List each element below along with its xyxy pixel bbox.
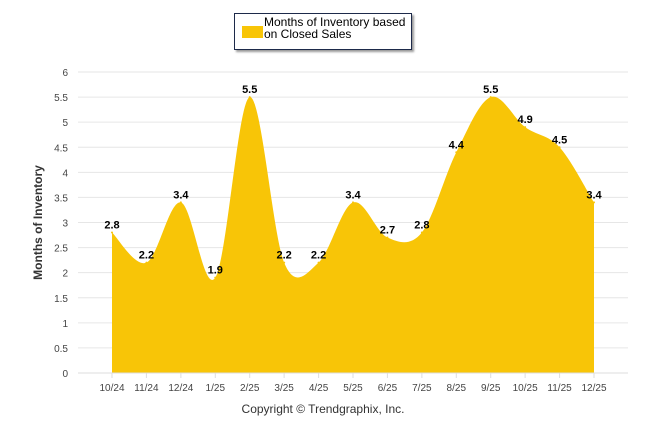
data-point [145,261,148,264]
data-label: 1.9 [208,265,223,277]
data-label: 3.4 [173,189,189,201]
data-label: 2.2 [276,250,291,262]
y-tick-label: 0.5 [54,344,68,355]
data-label: 2.8 [104,220,119,232]
data-label: 3.4 [586,189,602,201]
x-tick-label: 11/24 [134,383,159,394]
x-tick-label: 10/25 [513,383,538,394]
x-tick-label: 3/25 [274,383,294,394]
x-tick-label: 1/25 [206,383,226,394]
data-point [455,151,458,154]
data-label: 2.2 [139,250,154,262]
y-tick-label: 1 [62,319,68,330]
data-label: 5.5 [242,84,257,96]
x-tick-label: 10/24 [99,383,124,394]
data-point [179,201,182,204]
y-axis-title: Months of Inventory [31,165,45,280]
x-tick-label: 5/25 [343,383,363,394]
y-tick-label: 6 [62,68,68,79]
data-point [524,126,527,129]
y-tick-label: 2 [62,269,68,280]
data-label: 4.9 [517,114,532,126]
x-tick-label: 11/25 [547,383,572,394]
y-tick-label: 1.5 [54,294,68,305]
data-label: 2.8 [414,220,429,232]
y-tick-label: 0 [62,369,68,380]
data-label: 4.5 [552,134,567,146]
x-tick-label: 8/25 [447,383,467,394]
data-point [283,261,286,264]
x-tick-label: 4/25 [309,383,329,394]
y-tick-label: 5 [62,118,68,129]
x-tick-label: 9/25 [481,383,501,394]
data-point [386,236,389,239]
y-tick-label: 4.5 [54,143,68,154]
legend: Months of Inventory based on Closed Sale… [234,13,412,50]
data-point [352,201,354,204]
data-point [489,96,492,99]
y-tick-label: 3 [62,219,68,230]
data-point [593,201,595,204]
data-label: 3.4 [345,189,361,201]
y-tick-label: 3.5 [54,193,68,204]
y-tick-label: 4 [62,168,68,179]
data-label: 2.2 [311,250,326,262]
y-tick-label: 2.5 [54,244,68,255]
data-point [214,276,217,279]
data-point [248,96,251,99]
area-series [112,96,594,373]
x-tick-label: 2/25 [240,383,260,394]
legend-swatch [242,26,263,38]
data-point [420,231,423,234]
data-label: 4.4 [449,139,465,151]
data-label: 2.7 [380,225,395,237]
data-point [558,146,561,149]
data-point [111,231,113,234]
copyright: Copyright © Trendgraphix, Inc. [241,402,405,416]
x-tick-label: 12/25 [581,383,606,394]
legend-label: Months of Inventory based on Closed Sale… [264,15,406,41]
x-tick-label: 7/25 [412,383,432,394]
data-label: 5.5 [483,84,498,96]
data-point [317,261,320,264]
x-tick-label: 6/25 [378,383,398,394]
y-tick-label: 5.5 [54,93,68,104]
x-tick-label: 12/24 [168,383,193,394]
